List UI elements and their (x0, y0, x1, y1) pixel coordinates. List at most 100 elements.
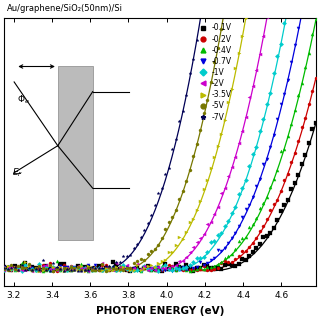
Point (194, 208, 199, 213)
Point (40, 268, 45, 273)
Point (89, 268, 94, 273)
Point (208, 220, 213, 225)
Point (152, 266, 157, 271)
Point (201, 263, 206, 268)
Point (173, 207, 178, 212)
Point (240, 248, 245, 253)
Point (107, 264, 112, 269)
Point (9, 264, 14, 269)
Point (12, 266, 17, 271)
Point (299, 124, 304, 129)
Point (212, 263, 217, 268)
Point (166, 266, 171, 271)
Point (219, 132, 224, 137)
Point (156, 265, 161, 270)
Point (26, 264, 31, 269)
Point (180, 266, 185, 271)
Point (9, 267, 14, 272)
Point (51, 265, 56, 270)
Point (149, 267, 154, 272)
Point (128, 266, 133, 271)
Point (149, 212, 154, 217)
Point (173, 136, 178, 141)
Point (82, 267, 87, 272)
Point (16, 267, 21, 272)
Point (61, 264, 66, 269)
Point (233, 154, 238, 159)
Point (89, 267, 94, 272)
Point (254, 236, 259, 241)
Point (72, 265, 77, 270)
Point (93, 265, 98, 270)
Point (205, 250, 210, 255)
Point (82, 267, 87, 272)
Point (5, 264, 10, 269)
Point (208, 166, 213, 171)
Point (285, 197, 290, 202)
Point (159, 267, 164, 272)
Point (215, 143, 220, 148)
Point (296, 93, 301, 98)
Point (79, 268, 84, 273)
Point (47, 263, 52, 268)
Point (89, 268, 94, 273)
Point (128, 265, 133, 270)
Point (201, 111, 206, 116)
Point (30, 267, 35, 272)
Point (250, 221, 255, 226)
Point (201, 232, 206, 237)
Point (121, 263, 126, 268)
Point (93, 265, 98, 270)
Point (114, 266, 119, 271)
Point (187, 71, 192, 76)
Point (36, 266, 42, 271)
Point (5, 265, 10, 270)
Point (152, 246, 157, 252)
Point (194, 267, 199, 272)
Point (124, 265, 129, 270)
Point (30, 268, 35, 273)
Point (44, 262, 49, 268)
Point (82, 268, 87, 273)
Point (271, 70, 276, 75)
Point (254, 215, 259, 220)
Point (23, 265, 28, 270)
Point (75, 265, 80, 270)
Point (282, 178, 287, 183)
Point (212, 266, 217, 271)
Point (226, 241, 231, 246)
Point (145, 251, 150, 256)
Point (47, 266, 52, 271)
Point (149, 266, 154, 271)
Point (243, 248, 248, 253)
Point (177, 234, 182, 239)
Point (44, 268, 49, 273)
Point (184, 267, 189, 272)
Point (208, 240, 213, 245)
Point (9, 262, 14, 267)
Point (33, 266, 38, 271)
Point (222, 258, 227, 263)
Point (187, 249, 192, 254)
Point (159, 235, 164, 240)
Point (250, 84, 255, 89)
Point (149, 268, 154, 273)
Point (163, 171, 168, 176)
Point (23, 261, 28, 266)
Point (61, 267, 66, 272)
Point (240, 128, 245, 133)
Point (26, 262, 31, 267)
Point (12, 265, 17, 270)
Point (124, 267, 129, 272)
Point (170, 264, 175, 269)
Point (114, 263, 119, 268)
Point (313, 16, 318, 21)
Point (51, 265, 56, 270)
Point (75, 265, 80, 270)
Point (82, 265, 87, 270)
Point (131, 267, 136, 272)
Point (16, 267, 21, 272)
Point (219, 230, 224, 236)
Point (96, 267, 101, 272)
Point (296, 139, 301, 144)
